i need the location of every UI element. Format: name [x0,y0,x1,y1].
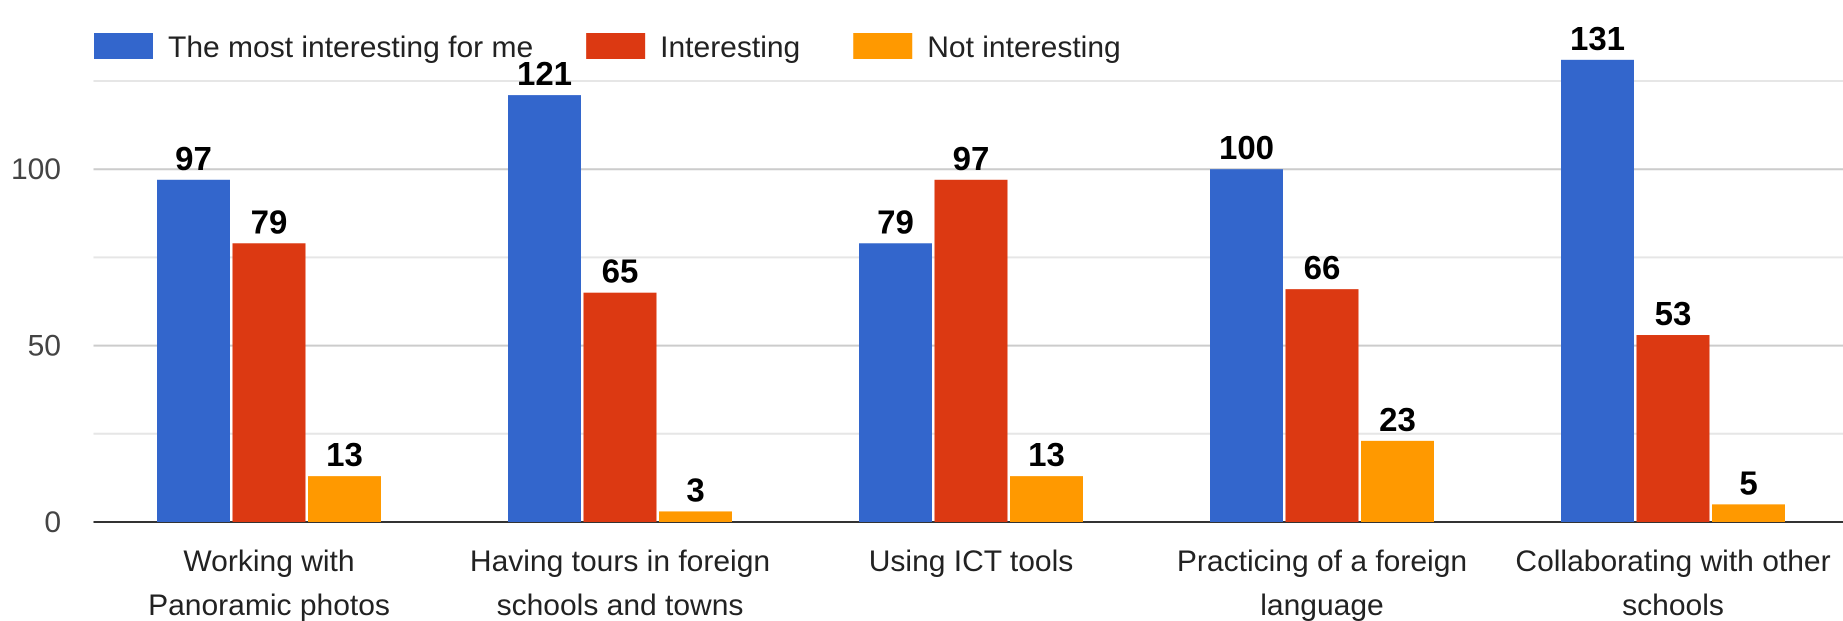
y-tick-label: 0 [44,506,61,539]
legend-swatch [853,33,913,59]
data-label: 65 [602,253,639,290]
data-label: 79 [251,203,288,240]
bar [157,179,230,522]
legend-label: Not interesting [927,31,1120,64]
legend-swatch [586,33,646,59]
bar [1285,289,1359,522]
bar [659,511,732,522]
data-label: 97 [953,140,990,177]
data-label: 3 [686,471,704,508]
bar [1210,169,1283,522]
bar [1712,504,1785,522]
legend-swatch [94,33,153,59]
y-tick-label: 100 [11,153,61,186]
data-label: 13 [326,436,363,473]
y-tick-label: 50 [28,330,61,363]
data-label: 5 [1739,464,1757,501]
bar [934,179,1008,522]
bar [508,95,581,522]
bar [859,243,932,522]
bar [583,292,657,522]
data-label: 121 [517,55,572,92]
x-tick-label: Collaborating with other schools [1515,545,1830,621]
data-label: 23 [1379,401,1416,438]
legend-label: Interesting [660,31,800,64]
data-label: 79 [877,203,914,240]
data-label: 131 [1570,20,1625,57]
x-tick-label: Practicing of a foreign language [1177,545,1467,621]
x-tick-label: Using ICT tools [869,545,1074,578]
bar [308,476,381,522]
data-label: 66 [1304,249,1341,286]
data-label: 13 [1028,436,1065,473]
bar [1010,476,1083,522]
bar [1636,335,1710,522]
data-label: 53 [1655,295,1692,332]
bar [232,243,306,522]
x-tick-label: Working with Panoramic photos [148,545,390,621]
bar [1561,59,1634,522]
legend-label: The most interesting for me [168,31,533,64]
x-tick-label: Having tours in foreign schools and towns [470,545,770,621]
data-label: 97 [175,140,212,177]
data-label: 100 [1219,129,1274,166]
bar [1361,440,1434,522]
